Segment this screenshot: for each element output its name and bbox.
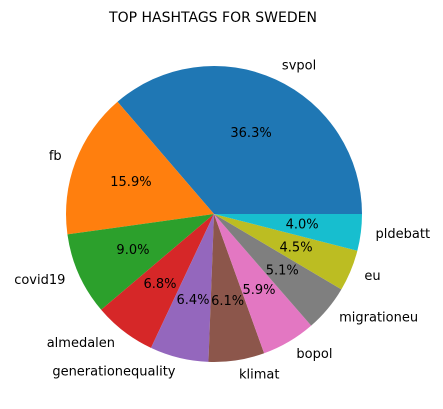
chart-title: TOP HASHTAGS FOR SWEDEN — [108, 10, 317, 26]
slice-label-klimat: klimat — [239, 367, 279, 382]
pie-slice-covid19 — [67, 214, 214, 310]
pie-slice-migrationeu — [214, 214, 342, 326]
pie-slice-almedalen — [101, 214, 214, 348]
slice-percent-almedalen: 6.8% — [144, 277, 177, 292]
pie-slices — [65, 66, 362, 362]
slice-percent-migrationeu: 5.1% — [266, 263, 299, 278]
slice-label-fb: fb — [49, 149, 62, 164]
slice-percent-pldebatt: 4.0% — [286, 218, 319, 233]
slice-label-migrationeu: migrationeu — [339, 311, 418, 326]
pie-slice-bopol — [214, 214, 312, 354]
slice-percent-bopol: 5.9% — [242, 283, 275, 298]
pie-slice-generationequality — [150, 214, 214, 362]
slice-label-bopol: bopol — [296, 347, 332, 362]
slice-label-covid19: covid19 — [14, 273, 65, 288]
slice-label-svpol: svpol — [282, 59, 316, 74]
slice-label-almedalen: almedalen — [47, 336, 115, 351]
slice-percent-generationequality: 6.4% — [176, 293, 209, 308]
pie-labels: svpol 36.3% fb 15.9% covid19 9.0% almedalen 6.8… — [14, 59, 430, 383]
slice-percent-svpol: 36.3% — [230, 126, 271, 141]
pie-slice-klimat — [208, 214, 265, 362]
slice-percent-covid19: 9.0% — [116, 243, 149, 258]
slice-percent-fb: 15.9% — [110, 175, 151, 190]
slice-percent-eu: 4.5% — [280, 240, 313, 255]
slice-percent-klimat: 6.1% — [211, 294, 244, 309]
pie-slice-pldebatt — [214, 214, 362, 251]
pie-slice-svpol — [117, 66, 362, 215]
slice-label-generationequality: generationequality — [52, 365, 175, 380]
slice-label-eu: eu — [364, 269, 380, 284]
pie-slice-eu — [214, 214, 358, 290]
pie-slice-fb — [65, 101, 214, 235]
slice-label-pldebatt: pldebatt — [376, 227, 431, 242]
